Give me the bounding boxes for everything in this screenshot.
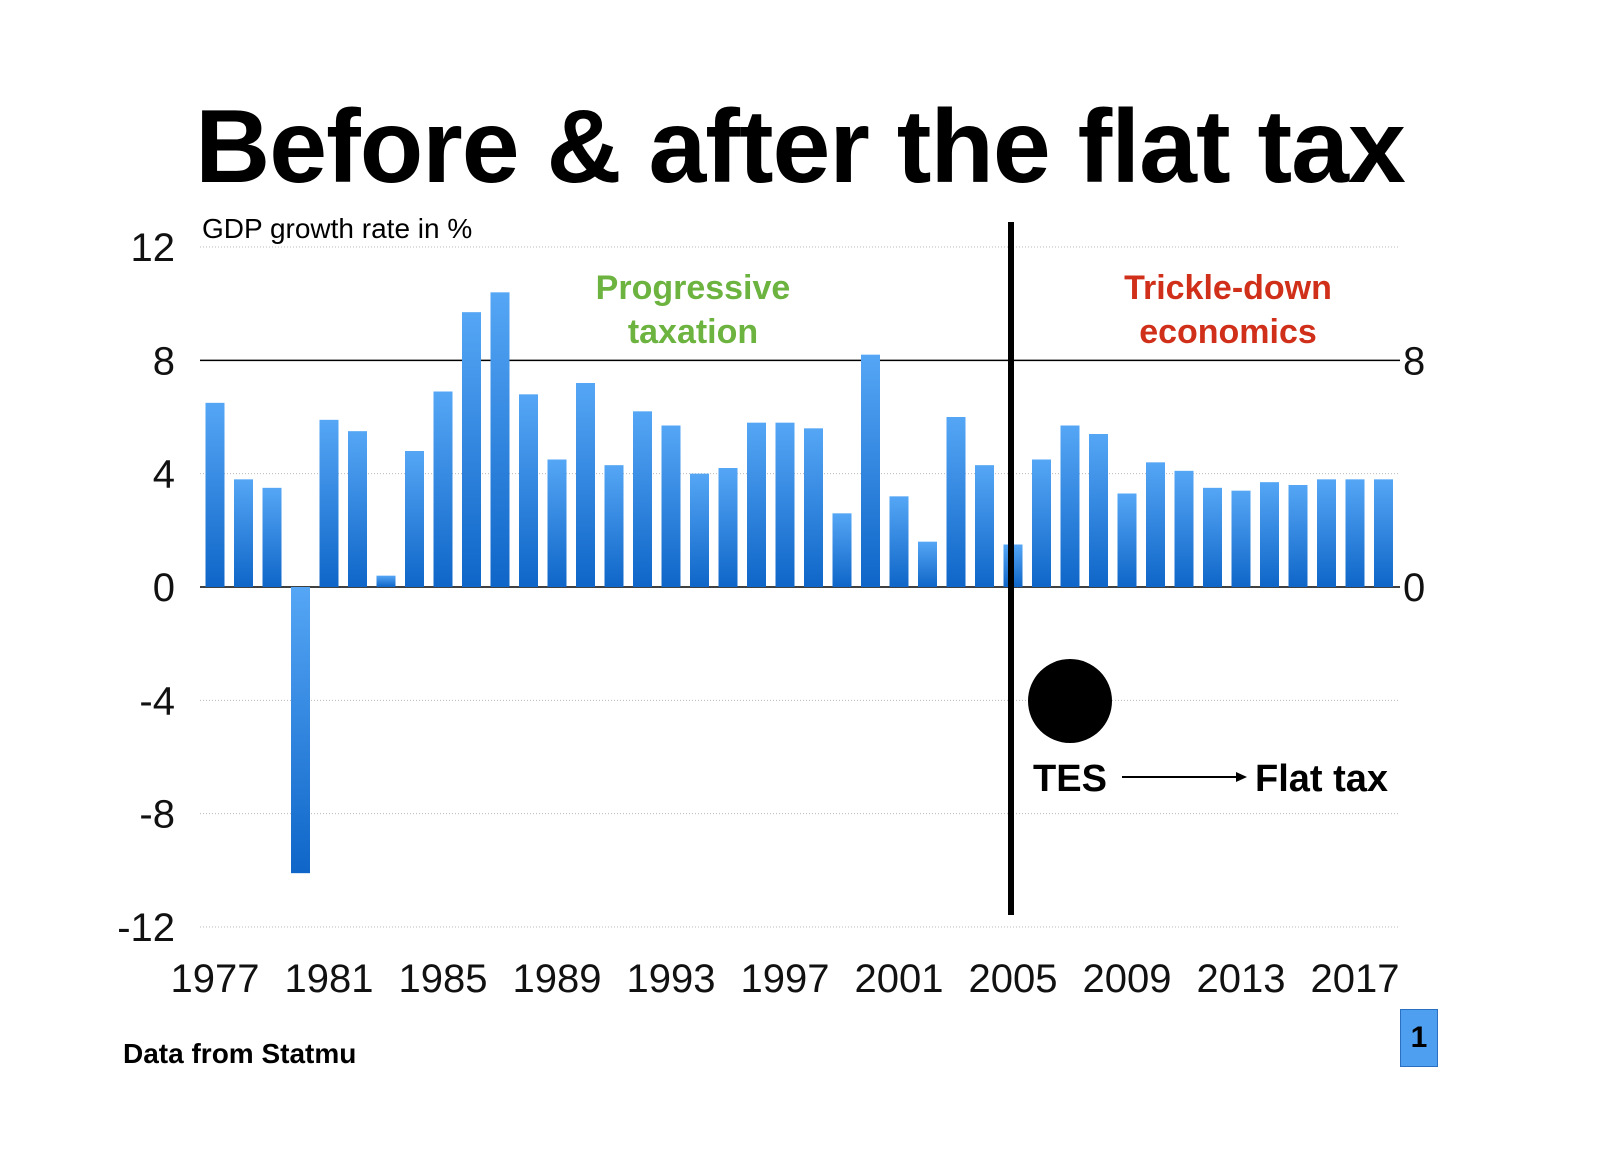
circle-marker-icon — [1028, 659, 1112, 743]
bar-1988 — [519, 394, 538, 587]
x-tick-label: 1977 — [171, 957, 260, 1001]
bar-2017 — [1345, 479, 1365, 587]
bar-1998 — [804, 428, 823, 587]
bar-2015 — [1288, 485, 1308, 587]
bar-1983 — [376, 575, 396, 587]
bar-1994 — [690, 473, 709, 587]
bar-2002 — [918, 541, 937, 587]
trickle-down-label: economics — [1139, 313, 1317, 351]
flat-tax-label: Flat tax — [1255, 758, 1388, 800]
progressive-taxation-label: taxation — [628, 313, 758, 351]
bar-1992 — [633, 411, 652, 587]
arrow-head-icon — [1236, 772, 1247, 782]
bar-1989 — [547, 459, 567, 587]
x-tick-label: 2009 — [1083, 957, 1172, 1001]
x-tick-label: 1997 — [741, 957, 830, 1001]
bar-1978 — [234, 479, 253, 587]
right-y-tick-label: 8 — [1403, 339, 1425, 383]
x-tick-label: 1985 — [399, 957, 488, 1001]
tes-label: TES — [1033, 758, 1107, 800]
y-tick-label: 0 — [153, 566, 175, 610]
bar-2010 — [1146, 462, 1165, 587]
bar-1996 — [747, 422, 766, 587]
bar-1991 — [604, 465, 624, 587]
y-tick-label: 8 — [153, 339, 175, 383]
y-tick-label: -12 — [117, 906, 175, 950]
x-tick-label: 1993 — [627, 957, 716, 1001]
right-y-tick-label: 0 — [1403, 566, 1425, 610]
bar-1977 — [205, 402, 225, 587]
chart-title: Before & after the flat tax — [195, 89, 1406, 205]
bar-2012 — [1203, 487, 1222, 587]
bar-1999 — [832, 513, 852, 587]
bar-2016 — [1317, 479, 1336, 587]
x-tick-label: 2013 — [1197, 957, 1286, 1001]
x-tick-label: 2017 — [1311, 957, 1400, 1001]
y-axis-label: GDP growth rate in % — [202, 213, 472, 244]
bar-2000 — [861, 354, 880, 587]
page-number-badge: 1 — [1400, 1009, 1438, 1067]
bar-1984 — [405, 451, 424, 587]
bar-1987 — [490, 292, 510, 587]
x-tick-label: 1981 — [285, 957, 374, 1001]
bar-2018 — [1374, 479, 1393, 587]
bar-2003 — [946, 417, 966, 587]
bar-1981 — [319, 419, 339, 587]
bar-2009 — [1117, 493, 1137, 587]
y-tick-label: -4 — [139, 679, 175, 723]
y-tick-label: 12 — [131, 226, 176, 270]
bar-2004 — [975, 465, 994, 587]
x-tick-label: 2001 — [855, 957, 944, 1001]
bar-1993 — [661, 425, 681, 587]
bar-1990 — [576, 383, 595, 587]
bar-1985 — [433, 391, 453, 587]
data-source-note: Data from Statmu — [123, 1038, 357, 1069]
trickle-down-label: Trickle-down — [1124, 269, 1332, 307]
y-tick-label: -8 — [139, 793, 175, 837]
progressive-taxation-label: Progressive — [596, 269, 791, 307]
x-tick-label: 1989 — [513, 957, 602, 1001]
bar-1979 — [262, 487, 282, 587]
bar-2014 — [1260, 482, 1279, 587]
bar-2008 — [1089, 434, 1108, 587]
bar-2013 — [1231, 490, 1251, 587]
bar-2007 — [1060, 425, 1080, 587]
bar-1997 — [775, 422, 795, 587]
y-tick-label: 4 — [153, 453, 175, 497]
bar-2011 — [1174, 470, 1194, 587]
bar-1980 — [291, 587, 310, 874]
bar-1986 — [462, 312, 481, 587]
bar-2006 — [1032, 459, 1051, 587]
x-tick-label: 2005 — [969, 957, 1058, 1001]
bar-1982 — [348, 431, 367, 587]
bar-2001 — [889, 496, 909, 587]
bar-1995 — [718, 468, 738, 587]
